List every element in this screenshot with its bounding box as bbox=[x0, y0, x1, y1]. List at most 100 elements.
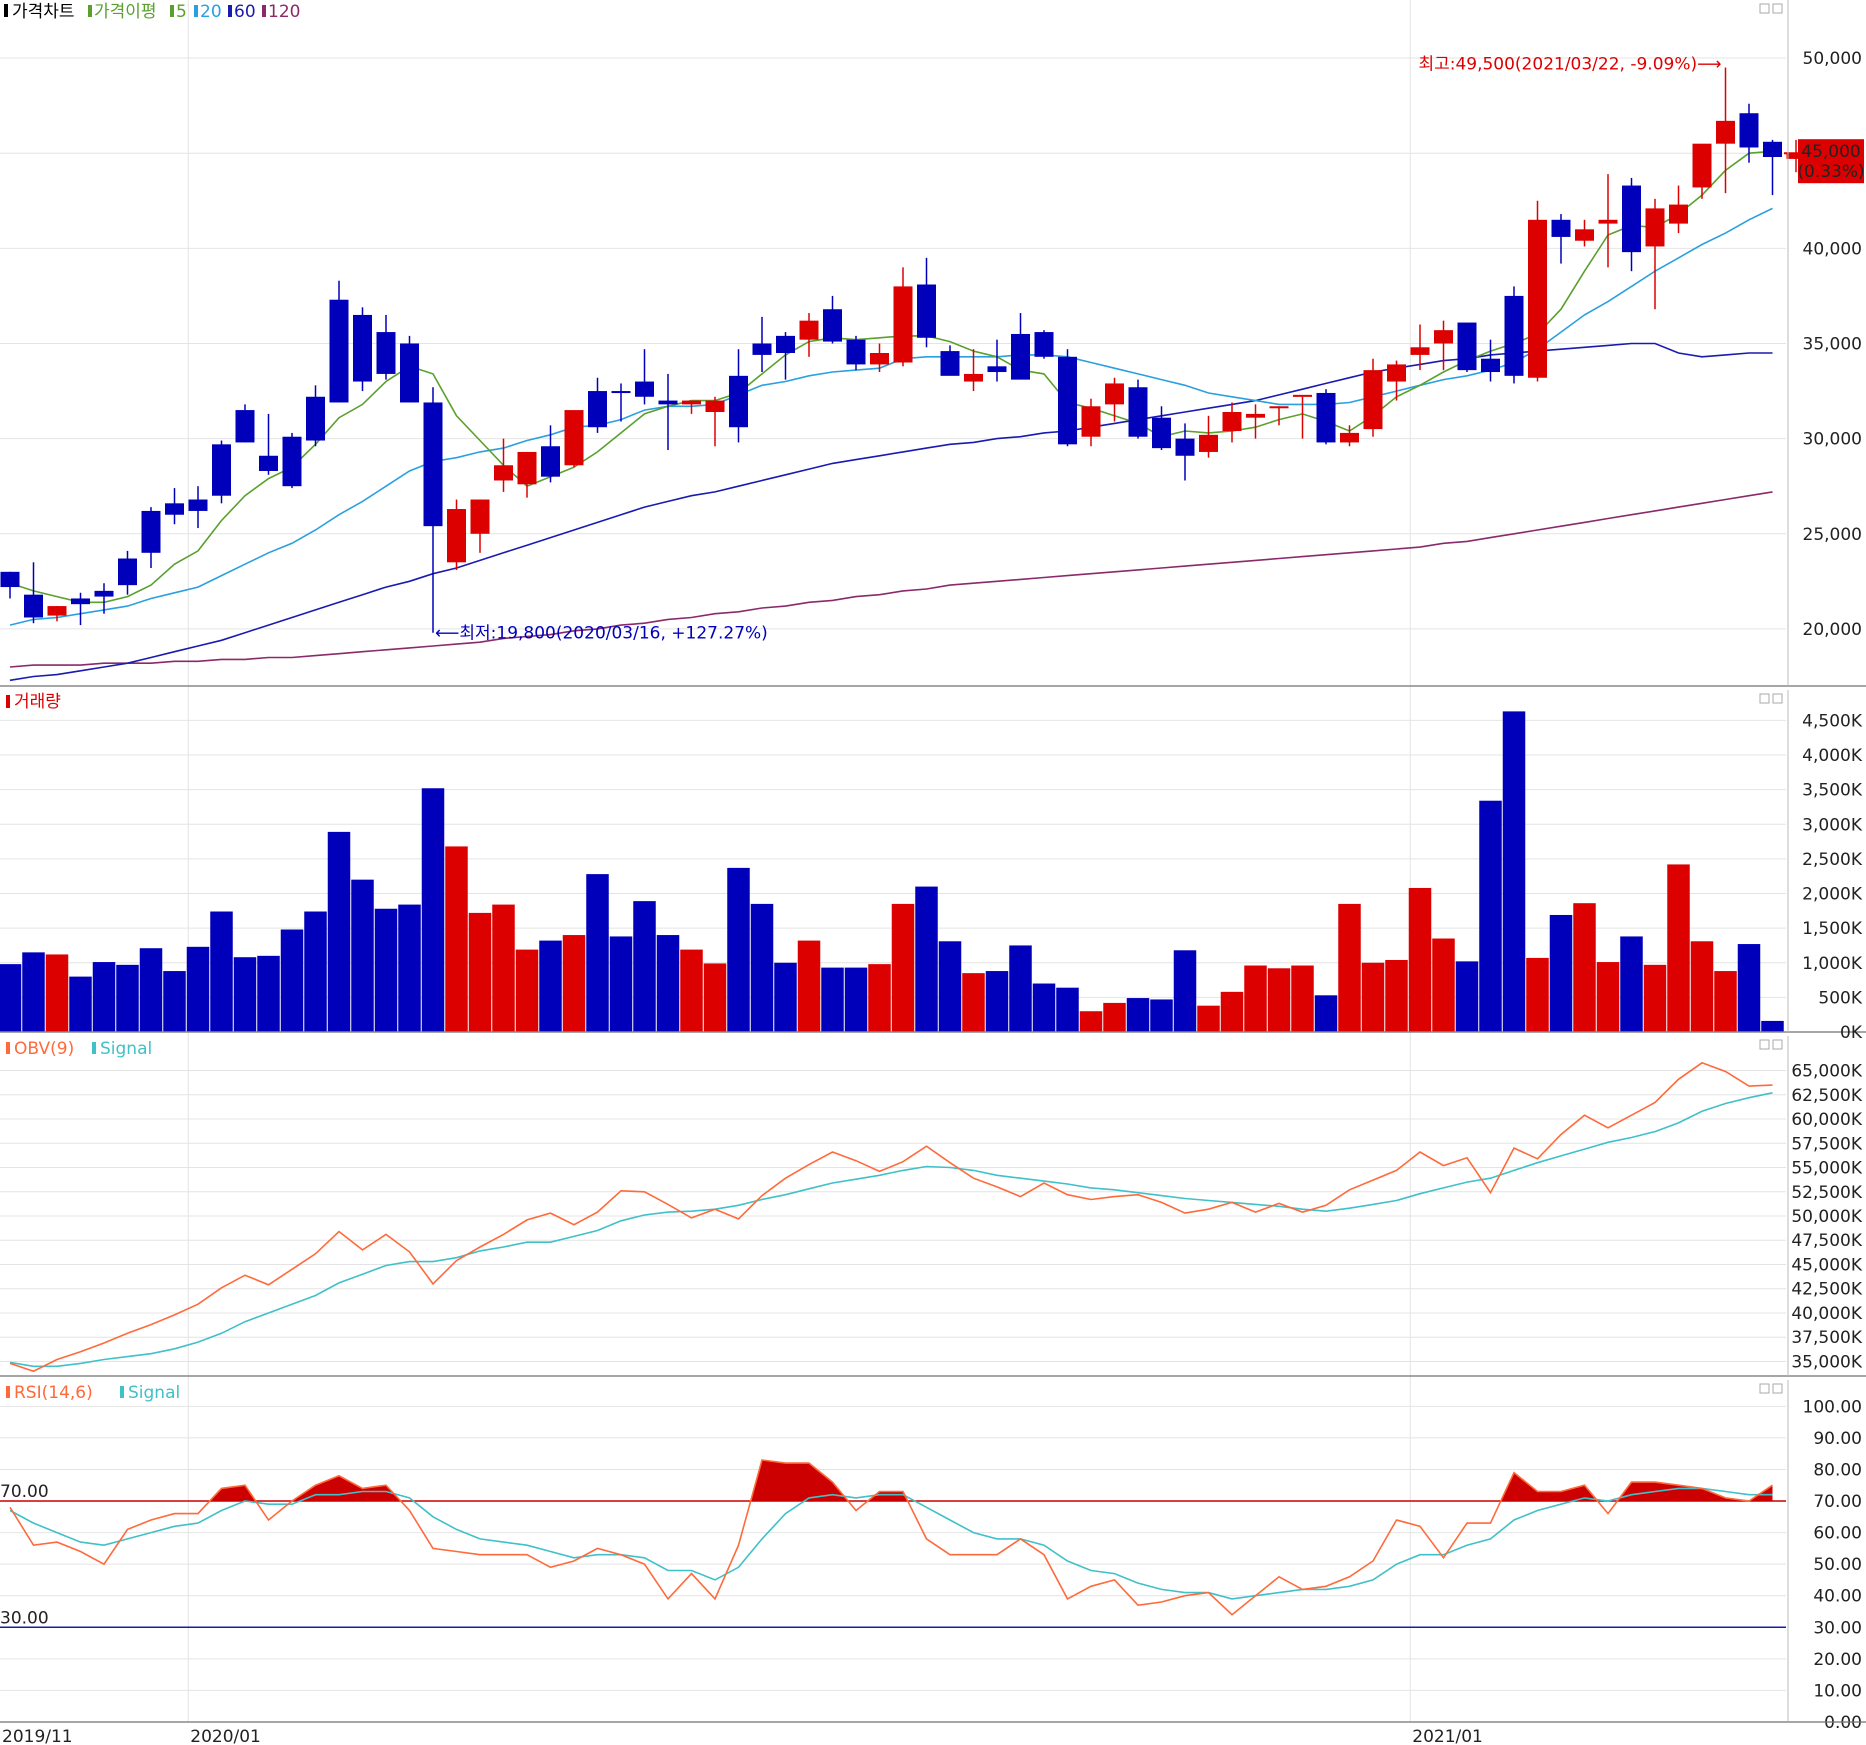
candle-body bbox=[1504, 295, 1524, 376]
obv-tick-label: 35,000K bbox=[1791, 1352, 1862, 1372]
candle-body bbox=[1739, 113, 1759, 148]
legend-item: 20 bbox=[200, 2, 222, 22]
candle-body bbox=[1716, 120, 1735, 144]
legend-marker-obv bbox=[6, 1042, 10, 1054]
obv-tick-label: 65,000K bbox=[1791, 1062, 1862, 1082]
candle-body bbox=[1598, 219, 1618, 224]
obv-tick-label: 55,000K bbox=[1791, 1159, 1862, 1179]
price-tick-label: 25,000 bbox=[1803, 525, 1862, 545]
volume-bar bbox=[233, 957, 257, 1032]
rsi-tick-label: 30.00 bbox=[1813, 1618, 1862, 1638]
candle-body bbox=[658, 400, 678, 405]
candle-body bbox=[470, 499, 490, 534]
candle-body bbox=[1669, 204, 1688, 224]
candle-body bbox=[611, 391, 631, 394]
candle-body bbox=[1152, 417, 1171, 449]
price-tick-label: 30,000 bbox=[1803, 430, 1862, 450]
candle-body bbox=[1269, 406, 1289, 409]
candle-body bbox=[1645, 208, 1665, 247]
high-annotation: 최고:49,500(2021/03/22, -9.09%)⟶ bbox=[1418, 55, 1721, 75]
candle-body bbox=[1246, 413, 1265, 418]
volume-bar bbox=[1032, 983, 1056, 1032]
volume-bar bbox=[1314, 995, 1338, 1032]
volume-bar bbox=[186, 946, 210, 1032]
rsi-tick-label: 90.00 bbox=[1813, 1429, 1862, 1449]
volume-bar bbox=[1549, 914, 1573, 1032]
price-close-icon bbox=[1772, 3, 1783, 14]
legend-item: 120 bbox=[268, 2, 300, 22]
legend-marker-obv-signal bbox=[92, 1042, 96, 1054]
candle-body bbox=[729, 375, 748, 428]
obv-tick-label: 52,500K bbox=[1791, 1183, 1862, 1203]
obv-tick-label: 40,000K bbox=[1791, 1304, 1862, 1324]
rsi-tick-label: 100.00 bbox=[1803, 1397, 1862, 1417]
candle-body bbox=[635, 381, 654, 397]
candle-body bbox=[588, 391, 607, 428]
legend-marker-ma bbox=[88, 5, 92, 17]
price-tick-label: 40,000 bbox=[1803, 239, 1862, 259]
candle-body bbox=[752, 343, 772, 355]
candle-body bbox=[0, 571, 20, 588]
volume-bar bbox=[139, 948, 163, 1032]
volume-bar bbox=[1526, 957, 1549, 1032]
legend-marker-rsi-signal bbox=[120, 1386, 124, 1398]
volume-bar bbox=[539, 940, 562, 1032]
volume-bar bbox=[1079, 1011, 1103, 1032]
low-annotation: ⟵최저:19,800(2020/03/16, +127.27%) bbox=[435, 624, 768, 644]
candle-body bbox=[1387, 364, 1406, 382]
volume-bar bbox=[398, 904, 421, 1032]
obv-tick-label: 57,500K bbox=[1791, 1134, 1862, 1154]
candle-body bbox=[517, 451, 537, 485]
candle-body bbox=[1199, 434, 1218, 452]
volume-bar bbox=[891, 903, 915, 1032]
candle-body bbox=[1105, 383, 1124, 405]
candle-body bbox=[1551, 219, 1571, 237]
volume-bar bbox=[797, 940, 821, 1032]
volume-bar bbox=[1667, 864, 1690, 1032]
volume-bar bbox=[868, 964, 891, 1032]
volume-bar bbox=[92, 962, 116, 1032]
candle-body bbox=[987, 366, 1007, 373]
volume-bar bbox=[0, 964, 22, 1032]
candle-body bbox=[1457, 322, 1477, 371]
volume-tick-label: 3,000K bbox=[1802, 815, 1863, 835]
rsi-line bbox=[9, 1459, 1773, 1616]
candle-body bbox=[329, 299, 349, 403]
candle-body bbox=[870, 353, 889, 365]
volume-bar bbox=[304, 911, 327, 1032]
obv-close-icon bbox=[1772, 1039, 1783, 1050]
candle-body bbox=[1692, 143, 1712, 188]
volume-tick-label: 2,000K bbox=[1802, 885, 1863, 905]
candle-body bbox=[423, 402, 443, 527]
price-tick-label: 50,000 bbox=[1803, 49, 1862, 69]
candle-body bbox=[235, 410, 255, 443]
volume-bar bbox=[609, 936, 633, 1032]
candle-body bbox=[447, 509, 466, 563]
legends: 가격차트 가격이평 5 20 60 120 거래량 OBV(9) Signal RSI(14,6)… bbox=[4, 2, 300, 1403]
obv-tick-label: 62,500K bbox=[1791, 1086, 1862, 1106]
rsi-tick-label: 20.00 bbox=[1813, 1650, 1862, 1670]
volume-bar bbox=[515, 949, 539, 1032]
volume-bar bbox=[210, 911, 233, 1032]
candle-body bbox=[353, 314, 372, 382]
volume-bar bbox=[1455, 961, 1479, 1032]
volume-bar bbox=[985, 971, 1009, 1032]
x-tick-label: 2021/01 bbox=[1412, 1727, 1483, 1745]
volume-bar bbox=[1714, 971, 1737, 1032]
volume-bar bbox=[1643, 964, 1667, 1032]
candle-body bbox=[24, 594, 43, 618]
volume-bar bbox=[163, 971, 186, 1032]
volume-bar bbox=[727, 867, 750, 1032]
volume-tick-label: 3,500K bbox=[1802, 781, 1863, 801]
candle-body bbox=[1622, 185, 1641, 253]
candle-body bbox=[1786, 153, 1806, 159]
volume-bar bbox=[1385, 959, 1408, 1032]
ma60-line bbox=[9, 342, 1773, 682]
volume-bar bbox=[1009, 945, 1032, 1032]
legend-marker-price bbox=[4, 4, 8, 17]
rsi-upper-label: 70.00 bbox=[0, 1482, 49, 1502]
candle-body bbox=[188, 499, 208, 511]
volume-bar bbox=[656, 935, 680, 1032]
